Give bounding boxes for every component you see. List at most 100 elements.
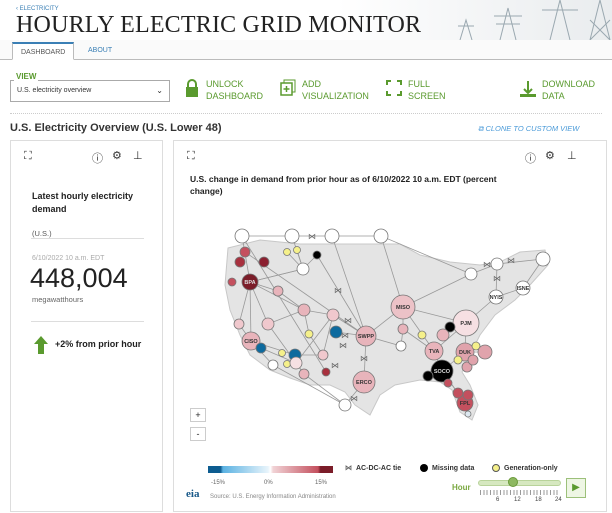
- zoom-in-button[interactable]: +: [190, 408, 206, 422]
- node-swpp[interactable]: [355, 325, 377, 347]
- demand-timestamp: 6/10/2022 10 a.m. EDT: [32, 255, 105, 262]
- node-ba[interactable]: [283, 360, 291, 368]
- expand-icon[interactable]: ⛶: [24, 150, 32, 162]
- node-ba[interactable]: [234, 256, 246, 268]
- play-button[interactable]: ▶: [566, 478, 586, 498]
- node-ba[interactable]: [317, 349, 329, 361]
- node-ba[interactable]: [284, 228, 300, 244]
- hour-slider-thumb[interactable]: [508, 477, 519, 487]
- breadcrumb-electricity[interactable]: ‹ ELECTRICITY: [16, 6, 59, 12]
- node-ba[interactable]: [338, 398, 352, 412]
- clone-to-custom-view-link[interactable]: ⧉ CLONE TO CUSTOM VIEW: [478, 124, 579, 134]
- node-ba[interactable]: [422, 370, 434, 382]
- full-screen-button[interactable]: FULL SCREEN: [386, 78, 446, 102]
- node-ba[interactable]: [464, 267, 478, 281]
- expand-icon[interactable]: ⛶: [187, 150, 195, 162]
- color-scale-bar: [208, 466, 333, 473]
- chevron-down-icon: ⌄: [156, 86, 163, 95]
- node-ba[interactable]: [444, 321, 456, 333]
- node-ba[interactable]: [452, 387, 464, 399]
- hour-tick-label: 12: [514, 497, 521, 503]
- node-label: CISO: [244, 339, 258, 345]
- view-select[interactable]: U.S. electricity overview ⌄: [10, 80, 170, 102]
- node-ba[interactable]: [436, 328, 450, 342]
- info-icon[interactable]: ⓘ: [525, 153, 536, 165]
- legend-generation: Generation-only: [492, 464, 558, 472]
- node-ba[interactable]: [490, 257, 504, 271]
- node-miso[interactable]: [390, 294, 416, 320]
- node-tva[interactable]: [424, 341, 444, 361]
- node-ba[interactable]: [298, 368, 310, 380]
- unlock-label-2: DASHBOARD: [206, 91, 264, 101]
- node-ba[interactable]: [443, 378, 453, 388]
- node-ba[interactable]: [321, 367, 331, 377]
- tab-about[interactable]: ABOUT: [88, 47, 113, 54]
- node-ba[interactable]: [471, 341, 481, 351]
- node-ciso[interactable]: [241, 331, 261, 351]
- hour-tick-label: 24: [555, 497, 562, 503]
- node-ba[interactable]: [312, 250, 322, 260]
- node-ba[interactable]: [255, 342, 267, 354]
- download-data-button[interactable]: DOWNLOAD DATA: [520, 78, 595, 102]
- info-icon[interactable]: ⓘ: [92, 153, 103, 165]
- node-ba[interactable]: [304, 329, 314, 339]
- node-ba[interactable]: [258, 256, 270, 268]
- node-ba[interactable]: [453, 355, 463, 365]
- node-ba[interactable]: [234, 228, 250, 244]
- node-ba[interactable]: [326, 308, 340, 322]
- node-ba[interactable]: [283, 248, 291, 256]
- add-visualization-button[interactable]: ADD VISUALIZATION: [280, 78, 369, 102]
- node-label: ISNE: [517, 286, 530, 292]
- node-bpa[interactable]: [241, 273, 259, 291]
- node-ba[interactable]: [324, 228, 340, 244]
- node-ba[interactable]: [296, 262, 310, 276]
- download-icon[interactable]: ⊥: [567, 150, 577, 162]
- download-icon[interactable]: ⊥: [133, 150, 143, 162]
- hour-ticks: [480, 490, 560, 495]
- node-ba[interactable]: [417, 330, 427, 340]
- node-ba[interactable]: [272, 285, 284, 297]
- node-nyis[interactable]: [488, 289, 504, 305]
- interconnection-line: [322, 314, 334, 356]
- interconnection-line: [249, 281, 252, 342]
- node-ba[interactable]: [462, 389, 474, 401]
- node-ba[interactable]: [261, 317, 275, 331]
- node-erco[interactable]: [352, 370, 376, 394]
- node-ba[interactable]: [233, 318, 245, 330]
- ac-dc-ac-tie-icon: ⋈: [341, 331, 349, 340]
- interconnection-line: [241, 235, 327, 373]
- node-ba[interactable]: [395, 340, 407, 352]
- interconnection-line: [316, 254, 367, 337]
- node-ba[interactable]: [267, 359, 279, 371]
- node-ba[interactable]: [397, 323, 409, 335]
- node-ba[interactable]: [373, 228, 389, 244]
- node-isne[interactable]: [515, 280, 531, 296]
- node-soco[interactable]: [430, 359, 454, 383]
- grid-map[interactable]: ⋈⋈⋈⋈⋈⋈⋈⋈⋈⋈⋈ BPACISOSWPPERCOMISOPJMNYISIS…: [173, 200, 573, 430]
- interconnection-line: [267, 309, 305, 325]
- interconnection-line: [402, 273, 472, 308]
- demand-card: [10, 140, 163, 512]
- node-ba[interactable]: [477, 344, 493, 360]
- node-ba[interactable]: [289, 356, 303, 370]
- section-title: U.S. Electricity Overview (U.S. Lower 48…: [10, 122, 222, 134]
- zoom-out-button[interactable]: -: [190, 427, 206, 441]
- gear-icon[interactable]: ⚙: [545, 150, 555, 162]
- node-ba[interactable]: [293, 246, 301, 254]
- node-ba[interactable]: [535, 251, 551, 267]
- divider: [31, 238, 144, 239]
- node-ba[interactable]: [227, 277, 237, 287]
- node-ba[interactable]: [467, 354, 479, 366]
- tab-dashboard[interactable]: DASHBOARD: [12, 42, 75, 60]
- node-ba[interactable]: [278, 349, 286, 357]
- node-ba[interactable]: [464, 410, 472, 418]
- node-ba[interactable]: [297, 303, 311, 317]
- ac-dc-ac-tie-icon: ⋈: [339, 341, 347, 350]
- node-ba[interactable]: [239, 246, 251, 258]
- gear-icon[interactable]: ⚙: [112, 150, 122, 162]
- node-label: MISO: [396, 305, 411, 311]
- node-ba[interactable]: [329, 325, 343, 339]
- hour-slider[interactable]: [478, 480, 561, 486]
- unlock-dashboard-button[interactable]: UNLOCK DASHBOARD: [184, 78, 263, 102]
- node-ba[interactable]: [461, 361, 473, 373]
